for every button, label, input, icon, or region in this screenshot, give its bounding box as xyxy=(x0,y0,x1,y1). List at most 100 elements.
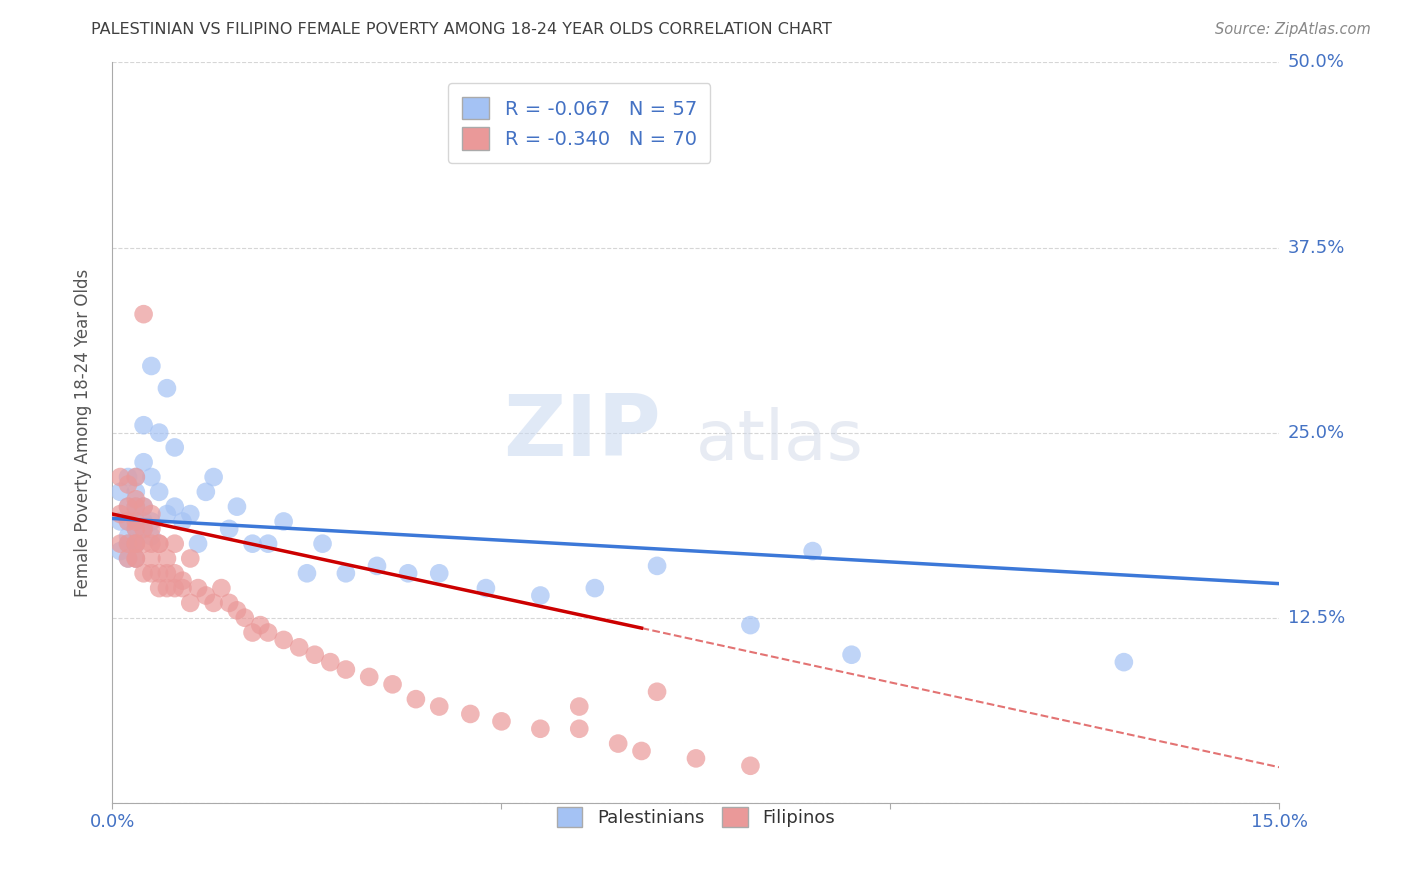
Point xyxy=(172,581,194,595)
Point xyxy=(249,618,271,632)
Point xyxy=(148,536,170,550)
Point xyxy=(125,492,148,507)
Point xyxy=(117,470,139,484)
Point xyxy=(125,515,148,529)
Point xyxy=(148,566,170,581)
Point xyxy=(125,522,148,536)
Point xyxy=(1112,655,1135,669)
Point xyxy=(630,744,652,758)
Point xyxy=(242,536,264,550)
Point xyxy=(125,551,148,566)
Point xyxy=(125,500,148,514)
Point xyxy=(366,558,388,573)
Point xyxy=(359,670,381,684)
Point xyxy=(242,625,264,640)
Point xyxy=(319,655,342,669)
Point xyxy=(304,648,326,662)
Point xyxy=(335,663,357,677)
Point xyxy=(117,536,139,550)
Text: 50.0%: 50.0% xyxy=(1288,54,1344,71)
Point xyxy=(163,536,186,550)
Point xyxy=(110,507,132,521)
Point xyxy=(148,581,170,595)
Point xyxy=(288,640,311,655)
Point xyxy=(163,581,186,595)
Point xyxy=(125,470,148,484)
Point xyxy=(156,566,179,581)
Point xyxy=(141,507,163,521)
Point xyxy=(132,515,155,529)
Point xyxy=(740,618,762,632)
Point xyxy=(125,551,148,566)
Point xyxy=(110,484,132,499)
Point xyxy=(172,515,194,529)
Point xyxy=(233,610,256,624)
Point xyxy=(141,359,163,373)
Point xyxy=(117,500,139,514)
Point xyxy=(141,470,163,484)
Point xyxy=(202,596,225,610)
Point xyxy=(156,581,179,595)
Point xyxy=(427,699,450,714)
Point xyxy=(125,536,148,550)
Point xyxy=(257,536,280,550)
Y-axis label: Female Poverty Among 18-24 Year Olds: Female Poverty Among 18-24 Year Olds xyxy=(73,268,91,597)
Point xyxy=(117,477,139,491)
Point xyxy=(529,722,551,736)
Point xyxy=(117,500,139,514)
Point xyxy=(381,677,404,691)
Point xyxy=(841,648,863,662)
Point xyxy=(132,307,155,321)
Point xyxy=(132,500,155,514)
Text: PALESTINIAN VS FILIPINO FEMALE POVERTY AMONG 18-24 YEAR OLDS CORRELATION CHART: PALESTINIAN VS FILIPINO FEMALE POVERTY A… xyxy=(91,22,832,37)
Point xyxy=(117,551,139,566)
Point xyxy=(179,551,201,566)
Point xyxy=(148,425,170,440)
Point xyxy=(226,500,249,514)
Point xyxy=(110,544,132,558)
Point xyxy=(125,500,148,514)
Point xyxy=(141,529,163,543)
Point xyxy=(117,515,139,529)
Point xyxy=(117,515,139,529)
Point xyxy=(125,484,148,499)
Point xyxy=(311,536,333,550)
Point xyxy=(405,692,427,706)
Point xyxy=(645,558,668,573)
Text: ZIP: ZIP xyxy=(503,391,661,475)
Point xyxy=(132,500,155,514)
Point xyxy=(273,515,295,529)
Point xyxy=(226,603,249,617)
Point xyxy=(125,536,148,550)
Point xyxy=(148,536,170,550)
Point xyxy=(125,522,148,536)
Point xyxy=(132,566,155,581)
Point xyxy=(125,515,148,529)
Point xyxy=(132,522,155,536)
Point xyxy=(568,722,591,736)
Point xyxy=(163,441,186,455)
Point xyxy=(125,536,148,550)
Point xyxy=(156,551,179,566)
Point xyxy=(187,536,209,550)
Point xyxy=(801,544,824,558)
Point xyxy=(141,522,163,536)
Point xyxy=(273,632,295,647)
Point xyxy=(475,581,498,595)
Point xyxy=(132,522,155,536)
Point xyxy=(179,596,201,610)
Point xyxy=(125,551,148,566)
Point xyxy=(141,515,163,529)
Point xyxy=(148,484,170,499)
Point xyxy=(460,706,482,721)
Point xyxy=(491,714,513,729)
Text: 37.5%: 37.5% xyxy=(1288,238,1346,257)
Point xyxy=(209,581,232,595)
Point xyxy=(163,566,186,581)
Point xyxy=(110,536,132,550)
Point xyxy=(396,566,419,581)
Point xyxy=(740,758,762,772)
Point xyxy=(117,536,139,550)
Point xyxy=(202,470,225,484)
Point xyxy=(132,418,155,433)
